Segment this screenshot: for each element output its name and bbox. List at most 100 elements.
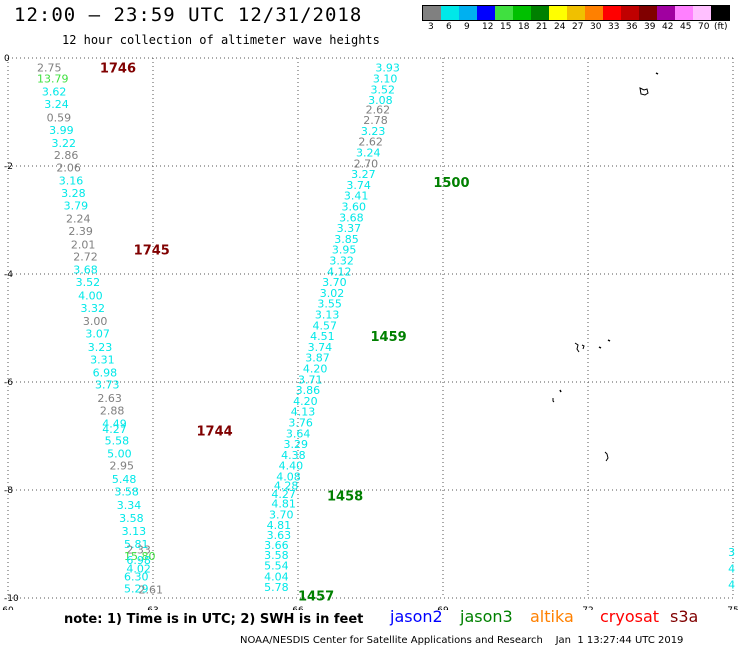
wave-height-value: 3.16 — [59, 175, 84, 188]
wave-height-value: 3.55 — [317, 298, 342, 311]
wave-height-value: 2.70 — [354, 157, 379, 170]
wave-height-value: 13.79 — [37, 73, 69, 86]
wave-height-value: 2.72 — [73, 251, 98, 264]
wave-height-value: 3.37 — [337, 222, 362, 235]
wave-height-value: 3.28 — [61, 187, 86, 200]
pass-time-label: 1745 — [134, 244, 170, 259]
wave-height-value: 3.32 — [329, 255, 354, 268]
map-subtitle: 12 hour collection of altimeter wave hei… — [62, 33, 380, 47]
wave-height-value: 6.98 — [126, 554, 150, 567]
wave-height-value: 3.68 — [73, 264, 98, 277]
wave-height-values: 2.7513.793.623.240.593.993.222.862.063.1… — [37, 62, 735, 597]
wave-height-value: 5.29 — [124, 582, 149, 595]
legend-swatch — [711, 6, 729, 20]
wave-height-value: 3.32 — [81, 302, 106, 315]
wave-height-value: 3.70 — [269, 508, 294, 521]
wave-height-value: 3.74 — [346, 179, 371, 192]
lon-tick-label: 72 — [582, 606, 593, 610]
wave-height-value: 3.95 — [332, 244, 357, 257]
axis-tick-labels: 60 63 66 69 72 75 0 -2 -4 -6 -8 -10 — [2, 54, 738, 610]
legend-swatch — [603, 6, 621, 20]
legend-label: 9 — [464, 22, 470, 32]
legend-swatch — [549, 6, 567, 20]
wave-height-value: 3.13 — [315, 309, 340, 322]
lat-tick-label: 0 — [4, 54, 10, 64]
wave-height-value: 3.93 — [375, 62, 400, 75]
legend-swatch — [639, 6, 657, 20]
legend-label: 33 — [608, 22, 620, 32]
wave-height-value: 5.54 — [264, 560, 289, 573]
wave-height-value: 3.73 — [95, 379, 120, 392]
legend-swatch — [585, 6, 603, 20]
legend-label: 27 — [572, 22, 584, 32]
lon-tick-label: 69 — [437, 606, 449, 610]
wave-height-value: 3.64 — [286, 427, 311, 440]
wave-height-value: 3.52 — [76, 276, 101, 289]
wave-height-value: 2.75 — [37, 62, 62, 75]
wave-height-value: 3.58 — [264, 549, 289, 562]
wave-height-value: 3.85 — [334, 233, 359, 246]
satellite-name: s3a — [670, 607, 699, 626]
legend-label: 42 — [662, 22, 674, 32]
wave-height-value: 3.24 — [44, 98, 69, 111]
satellite-name: jason3 — [460, 607, 513, 626]
wave-height-value: 3.00 — [83, 315, 108, 328]
map-title: 12:00 – 23:59 UTC 12/31/2018 — [14, 4, 363, 26]
lat-tick-label: -8 — [4, 486, 13, 496]
legend-label: 15 — [500, 22, 512, 32]
wave-height-value: 4.04 — [264, 570, 289, 583]
lon-tick-label: 75 — [727, 606, 738, 610]
wave-height-value: 2.78 — [363, 114, 388, 127]
wave-height-value: 2.62 — [366, 103, 391, 116]
wave-height-value: 3.76 — [288, 417, 313, 430]
wave-height-value: 6.98 — [93, 366, 118, 379]
legend-swatch — [513, 6, 531, 20]
altimeter-map: 6063666972750-2-4-6-8-10 2.7513.793.623.… — [2, 54, 738, 610]
wave-height-value: 3.62 — [42, 85, 66, 98]
wave-height-value: 5.48 — [112, 473, 136, 486]
wave-height-value: 3.22 — [52, 137, 77, 150]
lat-tick-label: -10 — [4, 594, 19, 604]
legend-label: 36 — [626, 22, 638, 32]
wave-height-value: 5.58 — [105, 434, 129, 447]
wave-height-value: 3.52 — [371, 83, 396, 96]
footer-note: note: 1) Time is in UTC; 2) SWH is in fe… — [64, 612, 364, 627]
legend-label: 24 — [554, 22, 566, 32]
pass-time-label: 1458 — [327, 489, 363, 504]
legend-label: 6 — [446, 22, 452, 32]
lon-tick-label: 63 — [147, 606, 158, 610]
wave-height-value: 3.07 — [85, 327, 110, 340]
island-6 — [607, 339, 611, 342]
wave-height-value: 15.80 — [124, 550, 156, 563]
wave-height-value: 4.81 — [267, 519, 292, 532]
wave-height-value: 3.27 — [351, 168, 376, 181]
wave-height-value: 3.60 — [342, 201, 367, 214]
wave-height-value: 3.34 — [117, 499, 142, 512]
wave-height-value: 0.59 — [47, 111, 72, 124]
wave-height-value: 3.24 — [356, 147, 381, 160]
wave-height-value: 4.27 — [271, 488, 296, 501]
island-5 — [598, 346, 602, 349]
island-4 — [581, 344, 585, 350]
legend-swatch — [423, 6, 441, 20]
wave-height-value: 2.88 — [100, 405, 125, 418]
wave-height-value: 4.57 — [313, 319, 338, 332]
legend-swatch — [567, 6, 585, 20]
wave-height-value: 3.08 — [368, 94, 393, 107]
wave-height-value: 3.41 — [344, 190, 369, 203]
island-9 — [604, 451, 609, 462]
wave-height-value: 2.06 — [56, 162, 80, 175]
wave-height-value: 3.63 — [267, 529, 292, 542]
pass-time-label: 1459 — [371, 330, 407, 345]
wave-height-value: 4.08 — [276, 471, 301, 484]
legend-swatch — [693, 6, 711, 20]
wave-height-value: 3.99 — [49, 124, 73, 137]
wave-height-value: 4.28 — [274, 480, 299, 493]
lat-tick-label: -6 — [4, 378, 13, 388]
legend-swatch — [495, 6, 513, 20]
wave-height-value: 5.81 — [124, 538, 149, 551]
wave-height-value: 5.78 — [264, 581, 289, 594]
wave-height-value: 3.70 — [322, 276, 347, 289]
legend-swatch — [531, 6, 549, 20]
wave-height-value: 6.30 — [124, 570, 149, 583]
